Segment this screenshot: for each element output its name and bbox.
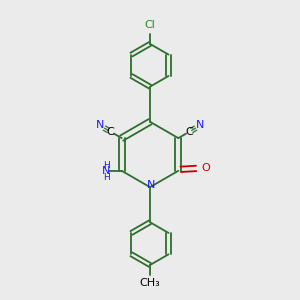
Text: N: N (96, 121, 104, 130)
Text: N: N (102, 166, 110, 176)
Text: C: C (107, 127, 115, 137)
Text: O: O (201, 164, 210, 173)
Text: N: N (196, 121, 204, 130)
Text: H: H (103, 161, 110, 170)
Text: CH₃: CH₃ (140, 278, 160, 288)
Text: N: N (146, 180, 155, 190)
Text: H: H (103, 173, 110, 182)
Text: Cl: Cl (145, 20, 155, 30)
Text: C: C (185, 127, 193, 137)
